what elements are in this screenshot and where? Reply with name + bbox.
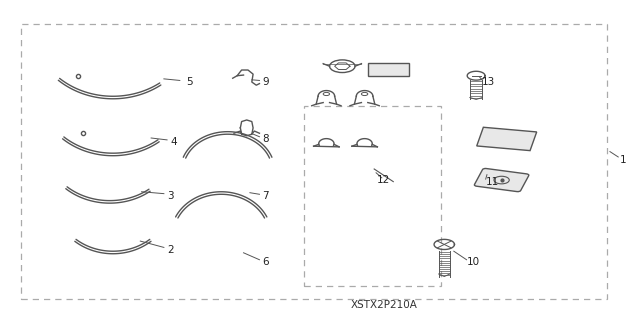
- Bar: [20, 24, 607, 299]
- FancyBboxPatch shape: [477, 127, 537, 151]
- Text: 9: 9: [262, 77, 269, 87]
- Text: 13: 13: [482, 77, 495, 87]
- Text: 4: 4: [170, 137, 177, 147]
- Text: 1: 1: [620, 154, 626, 165]
- Text: 3: 3: [167, 191, 173, 201]
- Text: XSTX2P210A: XSTX2P210A: [350, 300, 417, 310]
- Text: 10: 10: [467, 257, 479, 267]
- Text: 8: 8: [262, 134, 269, 144]
- Text: 5: 5: [186, 77, 193, 87]
- Text: 7: 7: [262, 191, 269, 201]
- Bar: [368, 63, 409, 76]
- Text: 11: 11: [485, 177, 499, 187]
- Text: 6: 6: [262, 257, 269, 267]
- Bar: [304, 106, 441, 286]
- Text: 2: 2: [167, 245, 173, 255]
- FancyBboxPatch shape: [474, 168, 529, 192]
- Text: 12: 12: [377, 175, 390, 185]
